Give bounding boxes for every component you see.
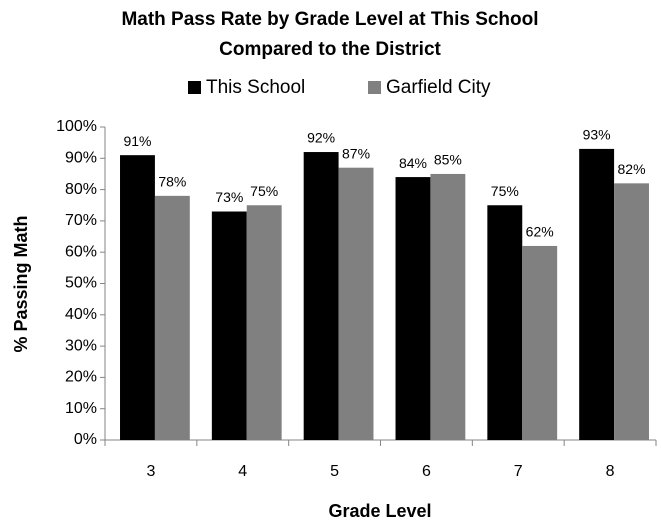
bar: [246, 205, 282, 440]
legend-label: This School: [206, 77, 305, 98]
y-tick-label: 20%: [65, 369, 97, 386]
y-tick-label: 100%: [56, 118, 97, 135]
x-tick-label: 7: [514, 463, 523, 480]
y-tick-label: 40%: [65, 306, 97, 323]
data-label: 92%: [307, 130, 335, 146]
legend-swatch: [368, 81, 381, 94]
y-tick-label: 30%: [65, 337, 97, 354]
data-label: 75%: [250, 183, 278, 199]
bar: [303, 152, 339, 441]
bar: [614, 183, 649, 440]
y-tick-label: 10%: [65, 400, 97, 417]
x-tick-label: 5: [330, 463, 339, 480]
data-label: 93%: [583, 127, 611, 143]
bar: [154, 195, 190, 440]
chart-title: Compared to the District: [219, 39, 441, 60]
bar: [211, 211, 247, 440]
data-label: 84%: [399, 155, 427, 171]
bar: [579, 148, 615, 440]
legend-label: Garfield City: [386, 77, 491, 98]
bar: [395, 177, 431, 440]
x-tick-label: 6: [422, 463, 431, 480]
data-label: 62%: [526, 224, 554, 240]
data-label: 78%: [158, 174, 186, 190]
data-label: 82%: [618, 161, 646, 177]
bar: [522, 245, 558, 440]
x-tick-label: 8: [606, 463, 615, 480]
y-axis-title: % Passing Math: [11, 215, 31, 352]
bar: [487, 205, 523, 440]
x-axis-title: Grade Level: [328, 501, 431, 521]
data-label: 91%: [123, 133, 151, 149]
x-tick-label: 3: [146, 463, 155, 480]
legend-swatch: [188, 81, 201, 94]
data-label: 85%: [434, 152, 462, 168]
data-label: 73%: [215, 189, 243, 205]
y-tick-label: 70%: [65, 212, 97, 229]
bar: [120, 155, 155, 441]
bar: [430, 173, 466, 440]
x-tick-label: 4: [238, 463, 247, 480]
y-tick-label: 50%: [65, 275, 97, 292]
y-tick-label: 60%: [65, 243, 97, 260]
y-tick-label: 0%: [74, 431, 97, 448]
y-tick-label: 80%: [65, 181, 97, 198]
y-tick-label: 90%: [65, 150, 97, 167]
bar: [338, 167, 374, 440]
data-label: 87%: [342, 145, 370, 161]
data-label: 75%: [491, 183, 519, 199]
chart-title: Math Pass Rate by Grade Level at This Sc…: [121, 9, 538, 30]
